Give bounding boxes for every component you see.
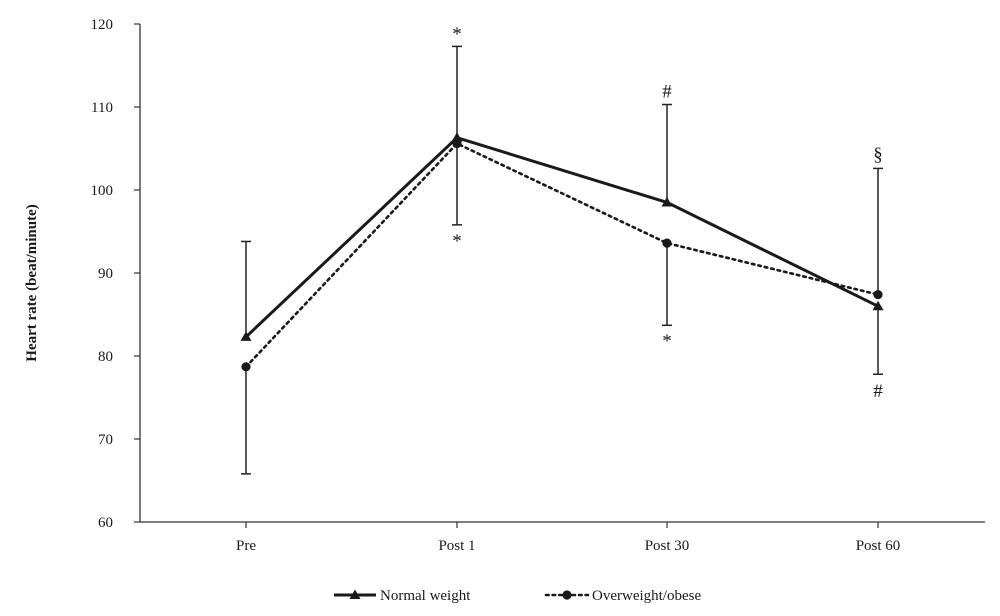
y-axis-ticks: 60 70 80 90 100 110 120 — [91, 17, 140, 531]
y-tick-label-100: 100 — [91, 183, 114, 199]
annotation-3: * — [662, 331, 672, 352]
annotation-1: * — [452, 231, 462, 252]
y-tick-label-110: 110 — [91, 100, 113, 116]
legend-label-0: Normal weight — [380, 588, 471, 604]
axes — [139, 24, 985, 523]
x-tick-label-0: Pre — [236, 538, 256, 554]
annotation-5: # — [873, 381, 883, 402]
marker-s0-1 — [451, 132, 463, 142]
y-tick-label-120: 120 — [91, 17, 114, 33]
y-tick-label-80: 80 — [98, 349, 113, 365]
series-lines — [244, 136, 880, 369]
legend: Normal weight Overweight/obese — [334, 588, 701, 604]
marker-s1-1 — [452, 138, 462, 149]
marker-s0-0 — [240, 331, 252, 341]
marker-s1-2 — [662, 238, 672, 248]
legend-label-1: Overweight/obese — [592, 588, 701, 604]
legend-marker-1 — [562, 590, 572, 600]
x-tick-label-3: Post 60 — [856, 538, 901, 554]
x-axis-ticks: Pre Post 1 Post 30 Post 60 — [236, 522, 900, 554]
y-tick-label-60: 60 — [98, 515, 113, 531]
significance-annotations: * * # * § # — [452, 24, 883, 402]
series-line-0 — [244, 136, 879, 339]
annotation-0: * — [452, 24, 462, 45]
x-tick-label-1: Post 1 — [438, 538, 475, 554]
annotation-4: § — [873, 144, 883, 165]
marker-s1-0 — [241, 362, 251, 372]
legend-marker-0 — [349, 589, 361, 599]
annotation-2: # — [662, 81, 672, 102]
marker-s1-3 — [873, 289, 883, 300]
marker-s0-3 — [872, 300, 884, 311]
y-tick-label-70: 70 — [98, 432, 113, 448]
error-bars — [241, 45, 883, 475]
series-markers — [240, 132, 884, 372]
y-axis-label: Heart rate (beat/minute) — [24, 204, 40, 361]
x-tick-label-2: Post 30 — [645, 538, 690, 554]
series-line-1 — [244, 141, 880, 369]
marker-s0-2 — [661, 196, 673, 207]
y-tick-label-90: 90 — [98, 266, 113, 282]
